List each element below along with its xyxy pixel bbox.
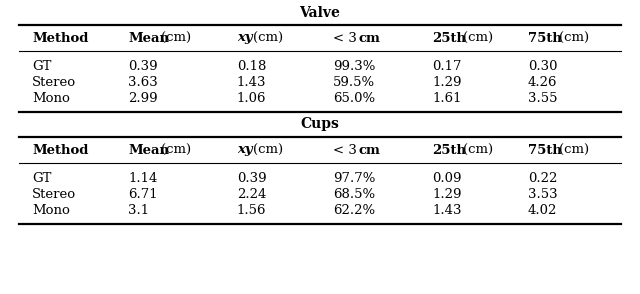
Text: 59.5%: 59.5%	[333, 76, 375, 89]
Text: 99.3%: 99.3%	[333, 61, 375, 74]
Text: 1.29: 1.29	[432, 76, 461, 89]
Text: (cm): (cm)	[463, 31, 493, 44]
Text: 0.39: 0.39	[128, 61, 157, 74]
Text: 3.1: 3.1	[128, 205, 149, 218]
Text: Valve: Valve	[300, 6, 340, 20]
Text: 0.39: 0.39	[237, 173, 266, 186]
Text: GT: GT	[32, 173, 51, 186]
Text: 1.56: 1.56	[237, 205, 266, 218]
Text: 62.2%: 62.2%	[333, 205, 375, 218]
Text: xy: xy	[237, 31, 252, 44]
Text: Cups: Cups	[301, 117, 339, 131]
Text: Mono: Mono	[32, 205, 70, 218]
Text: 68.5%: 68.5%	[333, 188, 375, 201]
Text: 75th: 75th	[528, 143, 562, 156]
Text: 3.55: 3.55	[528, 93, 557, 106]
Text: 25th: 25th	[432, 31, 466, 44]
Text: 0.22: 0.22	[528, 173, 557, 186]
Text: 1.29: 1.29	[432, 188, 461, 201]
Text: 1.61: 1.61	[432, 93, 461, 106]
Text: xy: xy	[237, 143, 252, 156]
Text: 1.43: 1.43	[432, 205, 461, 218]
Text: cm: cm	[358, 143, 380, 156]
Text: (cm): (cm)	[161, 143, 191, 156]
Text: 6.71: 6.71	[128, 188, 157, 201]
Text: Mean: Mean	[128, 143, 169, 156]
Text: (cm): (cm)	[559, 143, 589, 156]
Text: 2.99: 2.99	[128, 93, 157, 106]
Text: (cm): (cm)	[253, 31, 284, 44]
Text: < 3: < 3	[333, 31, 356, 44]
Text: 97.7%: 97.7%	[333, 173, 375, 186]
Text: (cm): (cm)	[463, 143, 493, 156]
Text: 1.14: 1.14	[128, 173, 157, 186]
Text: 2.24: 2.24	[237, 188, 266, 201]
Text: 4.02: 4.02	[528, 205, 557, 218]
Text: 0.30: 0.30	[528, 61, 557, 74]
Text: < 3: < 3	[333, 143, 356, 156]
Text: 65.0%: 65.0%	[333, 93, 375, 106]
Text: Method: Method	[32, 143, 88, 156]
Text: Mono: Mono	[32, 93, 70, 106]
Text: (cm): (cm)	[559, 31, 589, 44]
Text: 3.63: 3.63	[128, 76, 157, 89]
Text: 0.09: 0.09	[432, 173, 461, 186]
Text: Mean: Mean	[128, 31, 169, 44]
Text: Stereo: Stereo	[32, 188, 76, 201]
Text: 1.43: 1.43	[237, 76, 266, 89]
Text: 4.26: 4.26	[528, 76, 557, 89]
Text: 3.53: 3.53	[528, 188, 557, 201]
Text: 0.18: 0.18	[237, 61, 266, 74]
Text: (cm): (cm)	[161, 31, 191, 44]
Text: Method: Method	[32, 31, 88, 44]
Text: 0.17: 0.17	[432, 61, 461, 74]
Text: Stereo: Stereo	[32, 76, 76, 89]
Text: 1.06: 1.06	[237, 93, 266, 106]
Text: (cm): (cm)	[253, 143, 284, 156]
Text: cm: cm	[358, 31, 380, 44]
Text: GT: GT	[32, 61, 51, 74]
Text: 25th: 25th	[432, 143, 466, 156]
Text: 75th: 75th	[528, 31, 562, 44]
